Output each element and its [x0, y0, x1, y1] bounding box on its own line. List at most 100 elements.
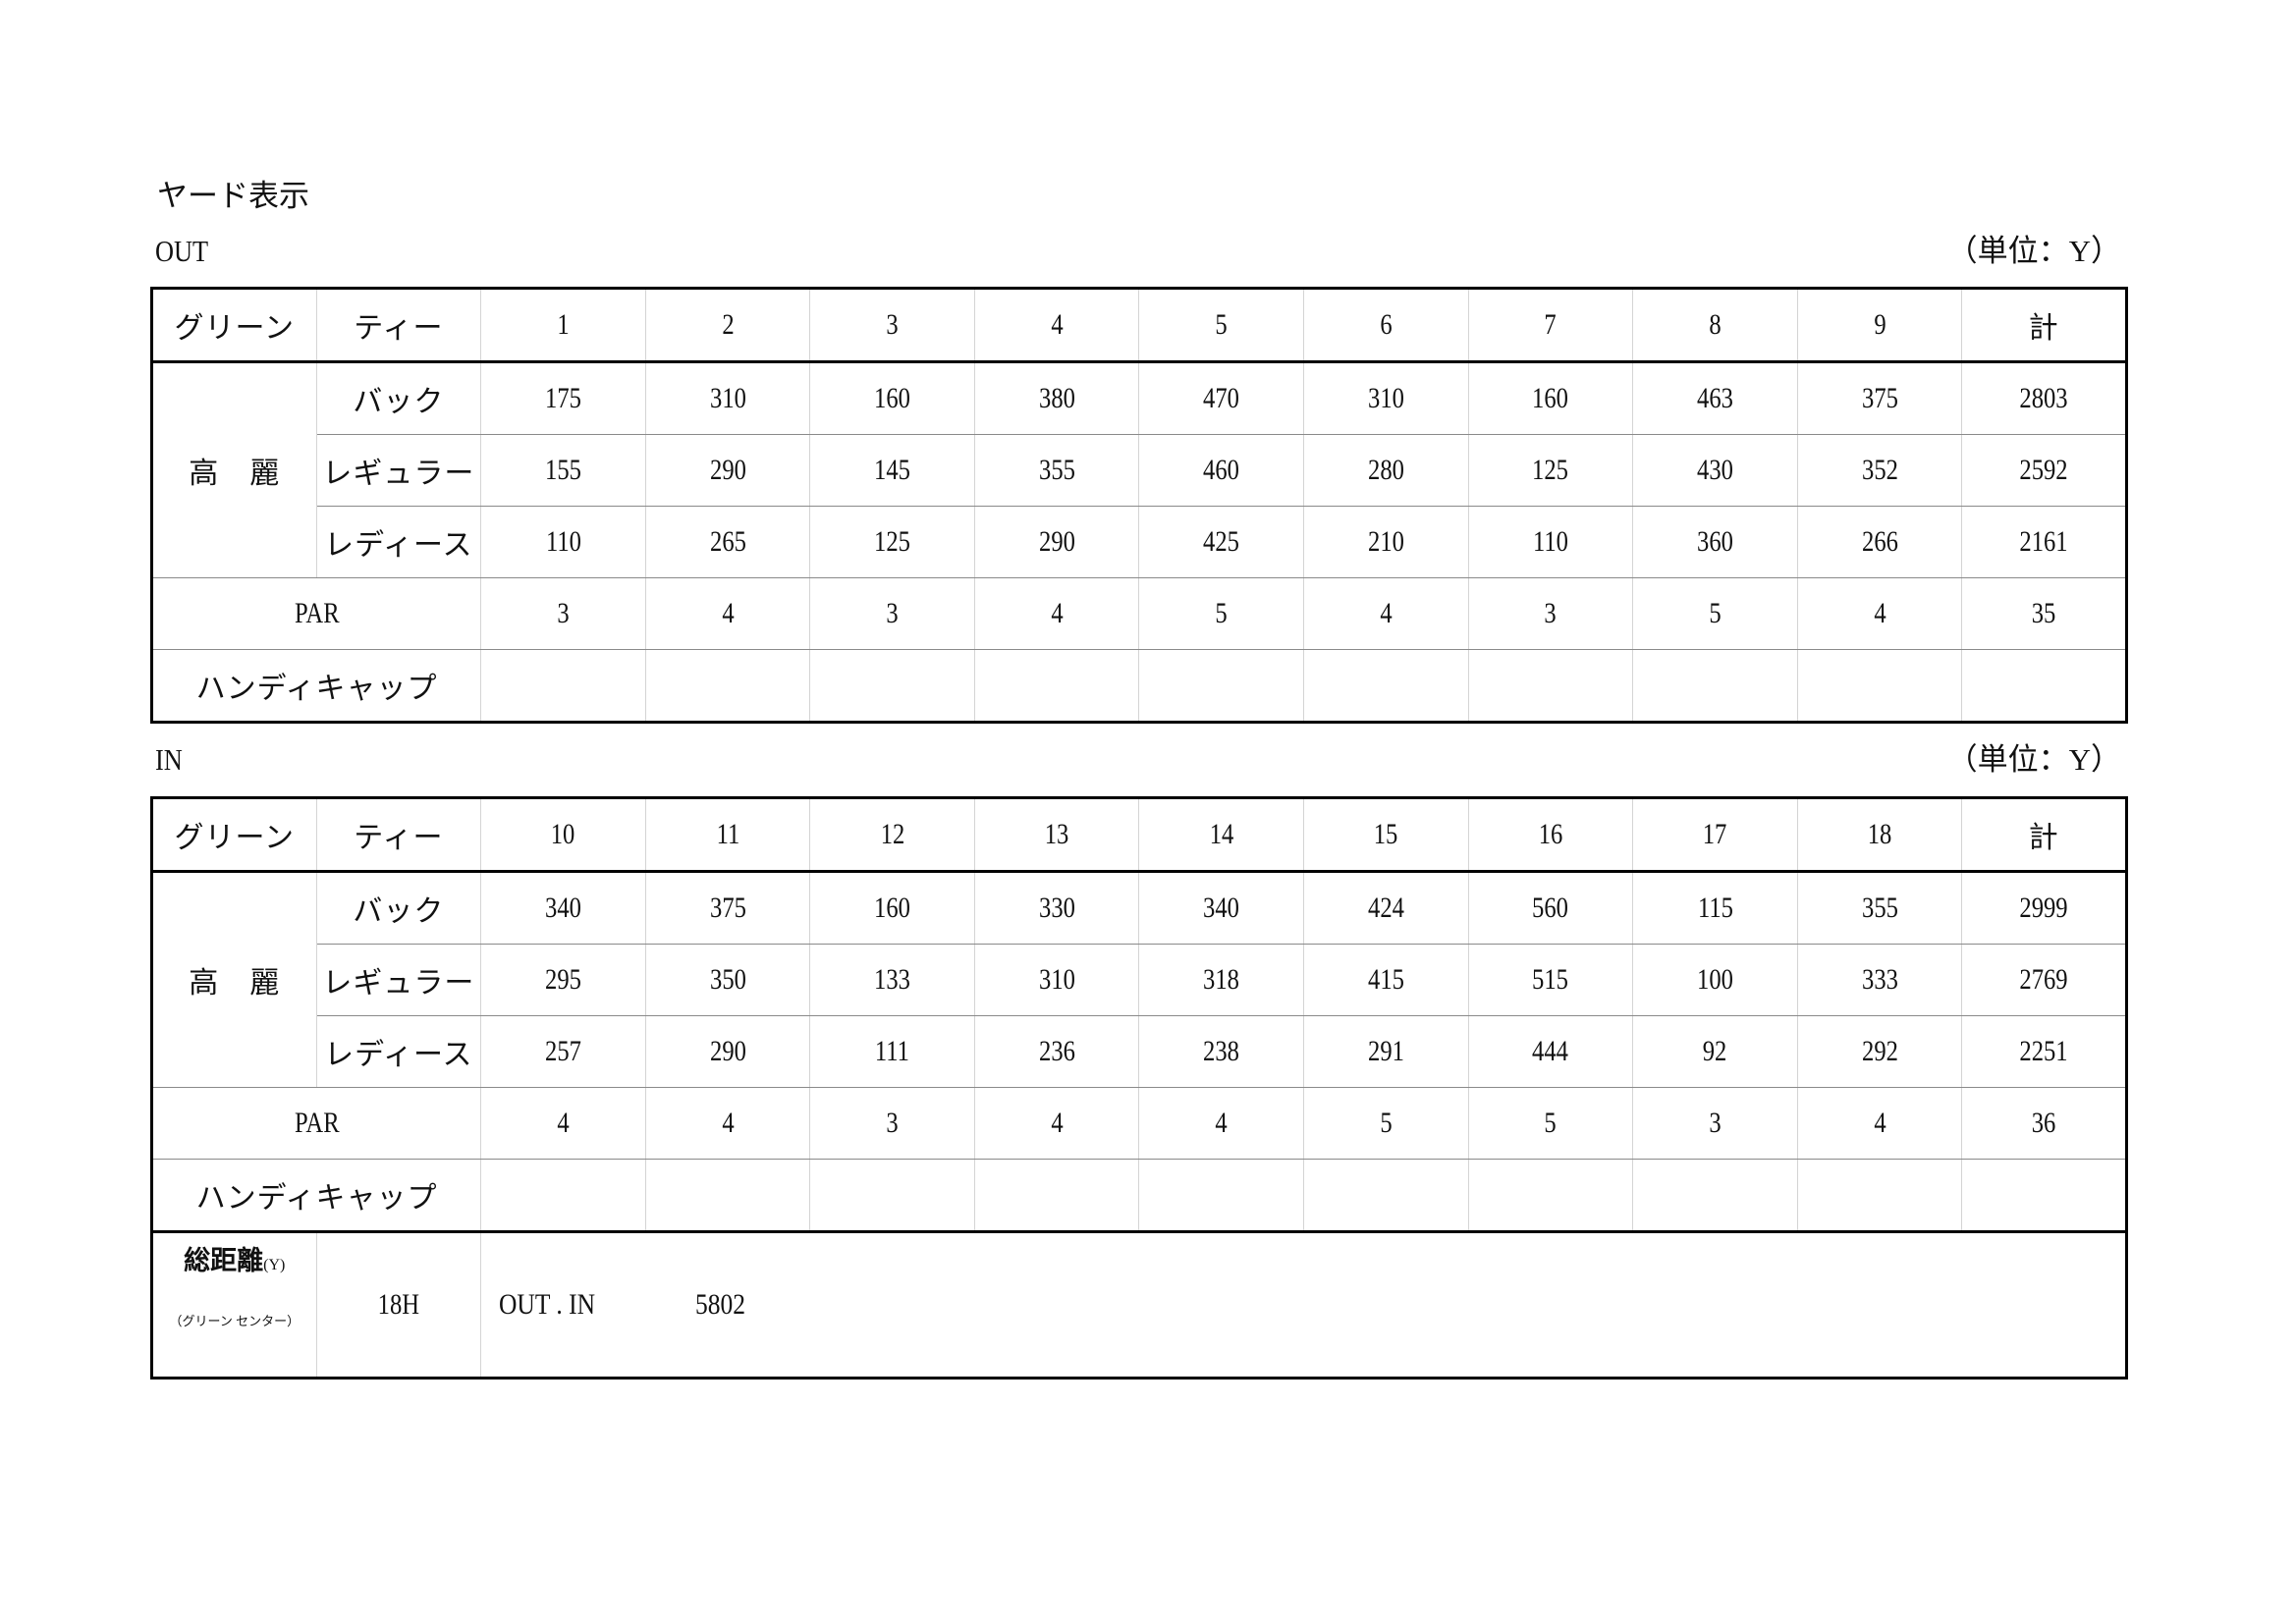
- yardage-cell: 470: [1138, 361, 1305, 435]
- yardage-cell: 210: [1303, 506, 1469, 578]
- cell-text: 3: [886, 1107, 899, 1139]
- cell-text: 155: [544, 454, 581, 486]
- par-cell: 5: [1632, 577, 1798, 650]
- par-row: PAR 4 4 3 4 4 5 5 3 4 36: [150, 1087, 2127, 1160]
- yardage-cell: 515: [1467, 944, 1634, 1016]
- handicap-cell: [644, 649, 811, 723]
- par-total-cell: 36: [1961, 1087, 2127, 1160]
- cell-text: 111: [875, 1035, 910, 1067]
- handicap-cell: [973, 649, 1140, 723]
- cell-text: 238: [1203, 1035, 1240, 1067]
- yardage-cell: 155: [480, 434, 646, 507]
- yardage-cell: 110: [480, 506, 646, 578]
- total-distance-label: 総距離(Y): [153, 1239, 316, 1277]
- header-hole-16: 16: [1467, 797, 1634, 873]
- yardage-cell: 257: [480, 1015, 646, 1088]
- yardage-cell: 115: [1632, 871, 1798, 945]
- cell-text: 12: [880, 818, 904, 850]
- cell-text: 4: [721, 1107, 735, 1139]
- cell-text: 310: [1038, 963, 1075, 996]
- cell-text: 4: [1051, 308, 1064, 341]
- cell-text: 291: [1367, 1035, 1404, 1067]
- yardage-row: レディース 257 290 111 236 238 291 444 92 292 2251: [152, 1015, 2127, 1088]
- cell-text: 290: [709, 454, 746, 486]
- yardage-cell: 111: [809, 1015, 975, 1088]
- cell-text: 415: [1367, 963, 1404, 996]
- yardage-cell: 415: [1303, 944, 1469, 1016]
- yardage-cell: 160: [809, 361, 975, 435]
- in-unit-label: （単位：Y）: [1946, 742, 2121, 777]
- handicap-cell: [1632, 1159, 1798, 1232]
- cell-text: 3: [886, 597, 899, 629]
- cell-text: 310: [709, 382, 746, 414]
- cell-text: 4: [1380, 597, 1393, 629]
- yardage-cell: 444: [1467, 1015, 1634, 1088]
- header-hole-8: 8: [1632, 288, 1798, 363]
- par-cell: 3: [1632, 1087, 1798, 1160]
- header-hole-9: 9: [1796, 288, 1963, 363]
- cell-text: 333: [1861, 963, 1898, 996]
- cell-text: 340: [1203, 892, 1240, 924]
- cell-text: 5: [1215, 308, 1228, 341]
- cell-text: 160: [874, 382, 911, 414]
- tee-name-cell: レディース: [315, 1015, 482, 1088]
- cell-text: 2161: [2019, 525, 2068, 558]
- par-cell: 4: [1796, 1087, 1963, 1160]
- cell-text: 9: [1873, 308, 1886, 341]
- cell-text: 463: [1697, 382, 1733, 414]
- cell-text: 310: [1367, 382, 1404, 414]
- handicap-cell: [973, 1159, 1140, 1232]
- yardage-cell: 133: [809, 944, 975, 1016]
- yardage-total-cell: 2251: [1961, 1015, 2127, 1088]
- yardage-cell: 375: [1796, 361, 1963, 435]
- yardage-cell: 310: [644, 361, 811, 435]
- in-section-label: IN: [155, 742, 183, 777]
- cell-text: 133: [874, 963, 911, 996]
- yardage-cell: 350: [644, 944, 811, 1016]
- cell-text: PAR: [294, 1107, 340, 1139]
- cell-text: 5: [1215, 597, 1228, 629]
- total-distance-value: 5802: [695, 1288, 746, 1321]
- out-section-label: OUT: [155, 234, 209, 268]
- cell-text: 444: [1532, 1035, 1569, 1067]
- yardage-cell: 310: [973, 944, 1140, 1016]
- yardage-cell: 290: [973, 506, 1140, 578]
- cell-text: 430: [1697, 454, 1733, 486]
- out-unit-label: （単位：Y）: [1946, 234, 2121, 268]
- cell-text: 425: [1203, 525, 1240, 558]
- cell-text: 92: [1703, 1035, 1727, 1067]
- cell-text: 4: [1215, 1107, 1228, 1139]
- cell-text: 100: [1697, 963, 1733, 996]
- cell-text: 175: [544, 382, 581, 414]
- yardage-cell: 340: [480, 871, 646, 945]
- yardage-cell: 266: [1796, 506, 1963, 578]
- cell-text: 125: [1532, 454, 1569, 486]
- header-total: 計: [1961, 797, 2127, 873]
- cell-text: 375: [1861, 382, 1898, 414]
- cell-text: 2592: [2019, 454, 2068, 486]
- tee-name-cell: レギュラー: [315, 944, 482, 1016]
- cell-text: 115: [1697, 892, 1733, 924]
- header-green: グリーン: [151, 797, 317, 873]
- par-label: PAR: [150, 577, 482, 650]
- total-distance-holes: 18H: [315, 1230, 482, 1379]
- cell-text: 5: [1380, 1107, 1393, 1139]
- yardage-cell: 100: [1632, 944, 1798, 1016]
- cell-text: 340: [544, 892, 581, 924]
- yardage-total-cell: 2769: [1961, 944, 2127, 1016]
- cell-text: 16: [1538, 818, 1563, 850]
- handicap-cell: [644, 1159, 811, 1232]
- cell-text: 1: [557, 308, 570, 341]
- header-hole-6: 6: [1303, 288, 1469, 363]
- cell-text: 36: [2031, 1107, 2056, 1139]
- cell-text: 210: [1367, 525, 1404, 558]
- header-hole-14: 14: [1138, 797, 1305, 873]
- handicap-cell: [1138, 649, 1305, 723]
- handicap-row: ハンディキャップ: [150, 649, 2127, 723]
- yardage-cell: 560: [1467, 871, 1634, 945]
- par-total-cell: 35: [1961, 577, 2127, 650]
- header-hole-13: 13: [973, 797, 1140, 873]
- page-title: ヤード表示: [157, 179, 309, 213]
- par-cell: 4: [644, 1087, 811, 1160]
- yardage-cell: 110: [1467, 506, 1634, 578]
